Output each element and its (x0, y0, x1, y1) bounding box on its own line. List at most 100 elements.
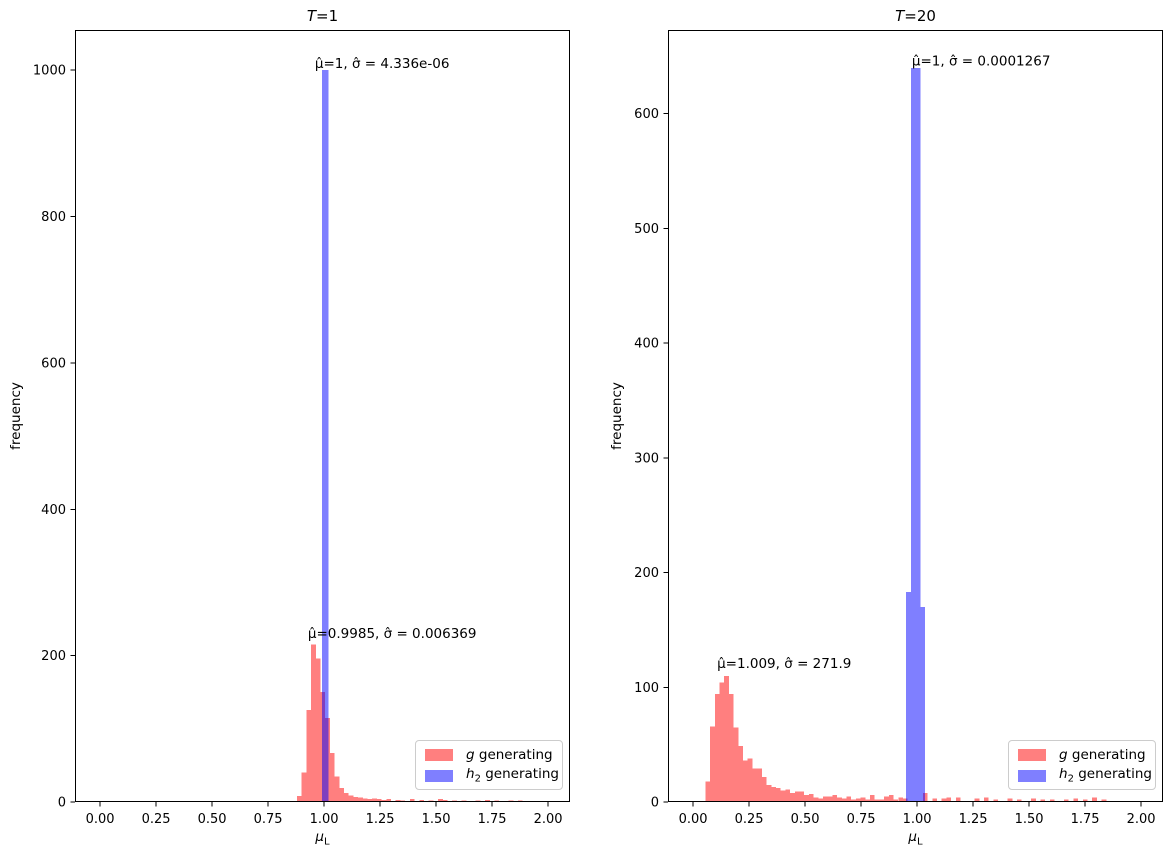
histogram-bar-red (874, 799, 880, 802)
histogram-bar-red (362, 798, 368, 802)
y-tick-label: 600 (41, 356, 66, 371)
histogram-bar-red (1082, 799, 1088, 802)
legend-label: h2 generating (466, 766, 559, 785)
title-T-symbol: T (306, 7, 317, 25)
annotation-text: μ̂=1.009, σ̂ = 271.9 (717, 656, 851, 672)
histogram-bar-red (733, 727, 739, 802)
histogram-bar-red (837, 797, 842, 802)
histogram-bar-red (442, 799, 448, 802)
histogram-bar-red (799, 791, 805, 802)
histogram-bar-red (974, 798, 980, 802)
histogram-bar-red (738, 745, 743, 802)
x-tick-label: 2.00 (1127, 812, 1156, 827)
histogram-bar-red (1031, 798, 1036, 802)
y-tick-label: 500 (634, 222, 659, 237)
y-tick-label: 0 (651, 796, 659, 811)
histogram-bar-red (808, 794, 814, 802)
left-plot-title: T=1 (306, 7, 339, 25)
histogram-bar-red (728, 694, 734, 802)
y-tick-label: 200 (634, 566, 659, 581)
right-xlabel: μL (908, 829, 923, 848)
histogram-bar-red (752, 768, 758, 802)
histogram-bar-red (1092, 797, 1097, 802)
x-tick-label: 0.75 (254, 812, 283, 827)
histogram-bar-red (1073, 798, 1079, 802)
histogram-bar-red (353, 796, 359, 802)
histogram-bar-red (485, 799, 490, 802)
histogram-bar-red (381, 799, 387, 802)
histogram-bar-red (761, 776, 767, 802)
y-tick-label: 300 (634, 451, 659, 466)
histogram-bar-red (315, 658, 321, 802)
histogram-bar-red (747, 758, 753, 802)
histogram-bar-red (865, 799, 870, 802)
histogram-bar-red (860, 797, 866, 802)
histogram-bar-red (743, 760, 748, 802)
histogram-bar-red (893, 799, 899, 802)
histogram-bar-red (409, 799, 415, 802)
histogram-bar-red (888, 795, 894, 802)
histogram-bar-red (329, 753, 335, 802)
histogram-bar-red (358, 797, 363, 802)
histogram-bar-red (1101, 799, 1107, 802)
histogram-bar-red (903, 798, 908, 802)
x-tick-label: 0.00 (86, 812, 115, 827)
right-ylabel: frequency (609, 382, 625, 450)
legend-item-g-generating: g generating (425, 744, 553, 765)
x-tick-label: 0.25 (142, 812, 171, 827)
histogram-bar-red (813, 797, 819, 802)
histogram-bar-red (827, 796, 833, 802)
x-tick-label: 1.25 (959, 812, 988, 827)
x-tick-label: 1.00 (310, 812, 339, 827)
histogram-bar-red (823, 796, 828, 802)
y-tick-label: 800 (41, 210, 66, 225)
histogram-bar-red (790, 792, 795, 802)
histogram-bar-red (311, 644, 316, 802)
histogram-bar-red (395, 799, 401, 802)
blue-swatch (425, 769, 453, 782)
histogram-bar-red (884, 796, 889, 802)
x-tick-label: 1.75 (1071, 812, 1100, 827)
left-legend: g generating h2 generating (415, 740, 563, 790)
histogram-bar-red (301, 772, 307, 802)
histogram-bar-red (832, 795, 838, 802)
annotation-text: μ̂=1, σ̂ = 0.0001267 (912, 54, 1051, 70)
histogram-bar-red (993, 799, 999, 802)
annotation-text: μ̂=1, σ̂ = 4.336e-06 (315, 56, 450, 72)
histogram-bar-red (372, 798, 377, 802)
y-tick-label: 0 (58, 796, 66, 811)
histogram-bar-red (804, 795, 809, 802)
histogram-bar-red (386, 799, 391, 802)
legend-label: h2 generating (1059, 766, 1152, 785)
legend-label: g generating (1059, 746, 1146, 763)
histogram-bar-red (724, 675, 729, 802)
y-tick-label: 1000 (33, 64, 66, 79)
histogram-bar-red (339, 788, 344, 802)
x-tick-label: 1.25 (366, 812, 395, 827)
legend-item-h2-generating: h2 generating (425, 765, 559, 786)
left-ylabel: frequency (8, 382, 24, 450)
legend-label: g generating (466, 746, 553, 763)
histogram-bar-red (851, 799, 856, 802)
histogram-bar-red (1064, 799, 1069, 802)
y-tick-label: 400 (41, 503, 66, 518)
histogram-bar-red (344, 793, 349, 802)
x-tick-label: 0.00 (679, 812, 708, 827)
histogram-bar-red (367, 799, 373, 802)
right-legend: g generating h2 generating (1008, 740, 1156, 790)
blue-swatch (1018, 769, 1046, 782)
x-tick-label: 2.00 (534, 812, 563, 827)
histogram-bar-red (771, 787, 776, 802)
histogram-bar-red (419, 799, 424, 802)
histogram-bar-red (334, 776, 340, 802)
y-tick-label: 200 (41, 649, 66, 664)
x-tick-label: 0.25 (735, 812, 764, 827)
red-swatch (1018, 748, 1046, 761)
histogram-bar-red (794, 791, 800, 802)
histogram-bar-red (714, 694, 720, 802)
histogram-bar-red (922, 792, 928, 802)
histogram-bar-red (705, 781, 711, 802)
histogram-bar-red (898, 797, 903, 802)
x-tick-label: 1.00 (903, 812, 932, 827)
